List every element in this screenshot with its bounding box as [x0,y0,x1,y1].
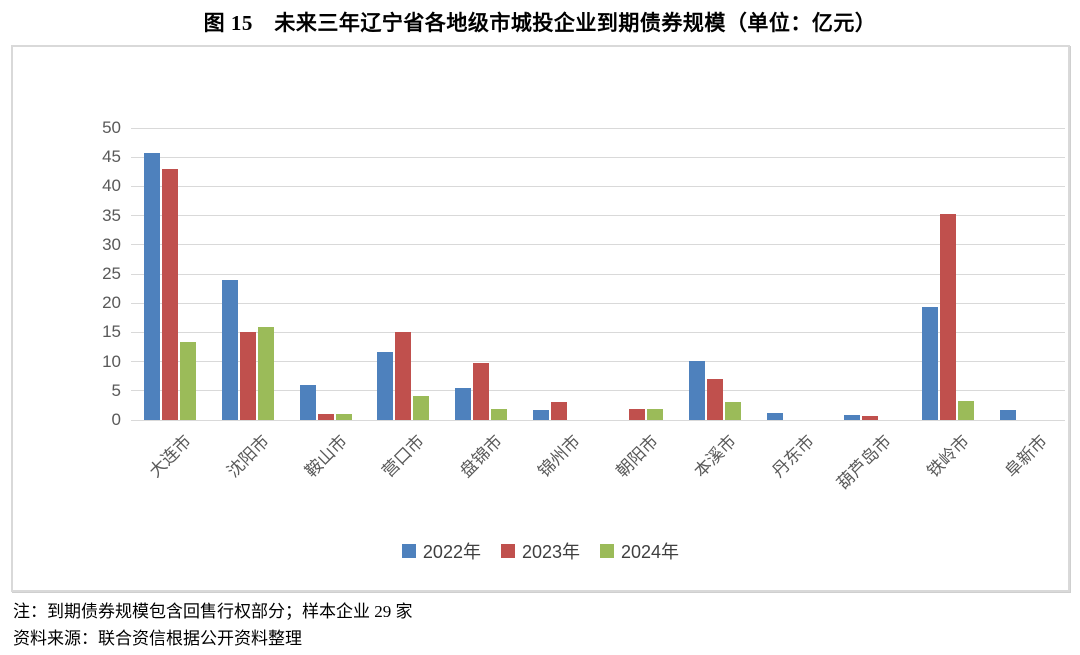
legend-label-2023年: 2023年 [521,542,581,562]
bar-2022年-盘锦市 [455,388,472,420]
legend-swatch-2024年 [600,544,615,558]
bar-2024年-沈阳市 [257,326,274,420]
x-tick-label-葫芦岛市: 葫芦岛市 [833,431,896,494]
y-tick-label: 20 [102,293,121,313]
x-tick-label-铁岭市: 铁岭市 [923,431,974,482]
bar-2022年-本溪市 [688,361,705,420]
bar-2023年-铁岭市 [940,213,957,420]
gridline [131,215,1065,217]
x-tick-label-鞍山市: 鞍山市 [301,431,351,482]
bar-2023年-朝阳市 [628,408,645,420]
legend-label-2024年: 2024年 [621,542,680,562]
y-tick-label: 25 [102,264,121,283]
y-tick-label: 35 [102,205,121,225]
x-tick-label-朝阳市: 朝阳市 [612,431,662,482]
y-tick-label: 5 [111,380,121,400]
chart-panel: 0 5 10 15 20 25 30 35 40 45 50 大连市 沈阳市 鞍山市 营口市 盘锦市 锦州市 朝阳… [11,45,1070,592]
bar-2023年-营口市 [395,331,412,420]
bar-2023年-鞍山市 [317,413,334,420]
legend-item-2024年: 2024年 [600,538,679,564]
y-tick-label: 30 [102,234,121,254]
x-tick-label-营口市: 营口市 [378,431,429,482]
legend-item-2022年: 2022年 [401,538,481,564]
y-tick-label: 15 [102,322,121,342]
gridline [131,302,1065,304]
gridline [131,331,1065,333]
x-tick-label-锦州市: 锦州市 [534,431,585,482]
gridline [131,273,1065,275]
y-tick-label: 50 [102,118,121,137]
bar-2024年-本溪市 [724,401,741,420]
gridline [131,390,1065,392]
bar-2024年-铁岭市 [958,400,975,420]
gridline [131,127,1065,129]
x-tick-label-本溪市: 本溪市 [690,431,740,482]
legend-label-2022年: 2022年 [422,542,481,562]
plot-area: 0 5 10 15 20 25 30 35 40 45 50 大连市 沈阳市 鞍山市 营口市 盘锦市 锦州市 朝阳… [102,118,1065,493]
bar-2024年-鞍山市 [335,414,352,420]
bar-2024年-营口市 [413,396,430,420]
x-tick-label-盘锦市: 盘锦市 [456,431,507,482]
y-tick-label: 10 [102,351,121,371]
chart-source: 资料来源：联合资信根据公开资料整理 [13,629,302,648]
x-tick-label-大连市: 大连市 [145,431,195,482]
bar-2022年-大连市 [143,153,160,420]
bar-2024年-盘锦市 [491,409,508,420]
bar-2023年-葫芦岛市 [862,415,879,420]
bar-2024年-朝阳市 [646,408,663,420]
bar-2022年-营口市 [377,352,394,420]
x-tick-label-沈阳市: 沈阳市 [223,431,273,482]
bar-2023年-沈阳市 [239,332,256,420]
bar-2022年-丹东市 [766,412,783,420]
gridline [131,156,1065,158]
bar-2022年-阜新市 [1000,410,1017,420]
bar-2022年-葫芦岛市 [844,415,861,420]
y-tick-label: 45 [102,147,121,167]
bar-2023年-锦州市 [551,402,568,420]
legend-swatch-2023年 [500,544,515,558]
x-tick-label-丹东市: 丹东市 [768,431,818,482]
legend: 2022年 2023年 2024年 [13,538,1068,564]
gridline [131,185,1065,187]
chart-note: 注：到期债券规模包含回售行权部分；样本企业 29 家 [13,602,413,621]
gridline [131,419,1065,421]
gridline [131,244,1065,246]
bar-2022年-锦州市 [533,410,550,420]
bar-2023年-本溪市 [706,378,723,420]
gridline [131,361,1065,363]
bar-2024年-大连市 [179,342,196,420]
bar-2023年-大连市 [161,168,178,420]
x-tick-label-阜新市: 阜新市 [1001,431,1052,482]
legend-swatch-2022年 [401,544,416,558]
bar-2022年-鞍山市 [299,384,316,420]
y-tick-label: 40 [102,176,121,196]
bar-2022年-沈阳市 [221,280,238,420]
legend-item-2023年: 2023年 [500,538,581,564]
chart-title: 图 15 未来三年辽宁省各地级市城投企业到期债券规模（单位：亿元） [203,11,877,35]
bar-2023年-盘锦市 [473,362,490,420]
y-tick-label: 0 [111,410,121,429]
bar-2022年-铁岭市 [922,307,939,420]
